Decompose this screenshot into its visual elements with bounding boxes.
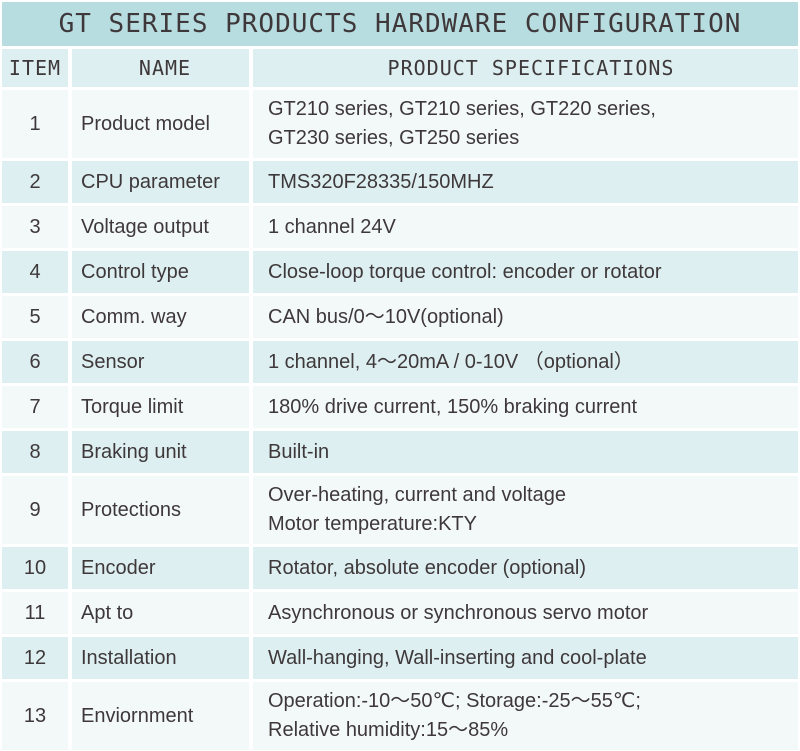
- row-specs: CAN bus/0～10V(optional): [253, 296, 798, 338]
- row-name: Torque limit: [72, 386, 249, 428]
- row-name: Sensor: [72, 341, 249, 383]
- row-specs: 1 channel 24V: [253, 206, 798, 248]
- row-item-number: 7: [2, 386, 68, 428]
- table-row: 11 Apt to Asynchronous or synchronous se…: [2, 592, 798, 634]
- row-name: Comm. way: [72, 296, 249, 338]
- row-name: Protections: [72, 476, 249, 544]
- row-specs: TMS320F28335/150MHZ: [253, 161, 798, 203]
- row-item-number: 3: [2, 206, 68, 248]
- table-row: 8 Braking unit Built-in: [2, 431, 798, 473]
- table-row: 9 Protections Over-heating, current and …: [2, 476, 798, 544]
- table-title: GT SERIES PRODUCTS HARDWARE CONFIGURATIO…: [2, 2, 798, 46]
- row-specs: GT210 series, GT210 series, GT220 series…: [253, 90, 798, 158]
- row-specs: Operation:-10～50℃; Storage:-25～55℃; Rela…: [253, 682, 798, 750]
- row-item-number: 9: [2, 476, 68, 544]
- row-specs: 180% drive current, 150% braking current: [253, 386, 798, 428]
- row-item-number: 13: [2, 682, 68, 750]
- row-name: Encoder: [72, 547, 249, 589]
- row-specs: Asynchronous or synchronous servo motor: [253, 592, 798, 634]
- row-name: Installation: [72, 637, 249, 679]
- row-item-number: 6: [2, 341, 68, 383]
- row-name: Enviornment: [72, 682, 249, 750]
- table-row: 4 Control type Close-loop torque control…: [2, 251, 798, 293]
- table-row: 12 Installation Wall-hanging, Wall-inser…: [2, 637, 798, 679]
- header-row: ITEM NAME PRODUCT SPECIFICATIONS: [2, 49, 798, 87]
- row-specs: 1 channel, 4～20mA / 0-10V （optional）: [253, 341, 798, 383]
- row-item-number: 5: [2, 296, 68, 338]
- table-row: 10 Encoder Rotator, absolute encoder (op…: [2, 547, 798, 589]
- row-specs: Built-in: [253, 431, 798, 473]
- table-row: 2 CPU parameter TMS320F28335/150MHZ: [2, 161, 798, 203]
- column-header-name: NAME: [72, 49, 249, 87]
- table-row: 6 Sensor 1 channel, 4～20mA / 0-10V （opti…: [2, 341, 798, 383]
- row-item-number: 10: [2, 547, 68, 589]
- column-header-specs: PRODUCT SPECIFICATIONS: [253, 49, 798, 87]
- row-name: Apt to: [72, 592, 249, 634]
- row-name: Braking unit: [72, 431, 249, 473]
- row-specs: Wall-hanging, Wall-inserting and cool-pl…: [253, 637, 798, 679]
- row-item-number: 12: [2, 637, 68, 679]
- table-row: 13 Enviornment Operation:-10～50℃; Storag…: [2, 682, 798, 750]
- row-specs: Over-heating, current and voltage Motor …: [253, 476, 798, 544]
- row-item-number: 8: [2, 431, 68, 473]
- table-row: 5 Comm. way CAN bus/0～10V(optional): [2, 296, 798, 338]
- row-item-number: 4: [2, 251, 68, 293]
- column-header-item: ITEM: [2, 49, 68, 87]
- table-row: 1 Product model GT210 series, GT210 seri…: [2, 90, 798, 158]
- row-name: Control type: [72, 251, 249, 293]
- table-row: 7 Torque limit 180% drive current, 150% …: [2, 386, 798, 428]
- row-item-number: 11: [2, 592, 68, 634]
- row-item-number: 2: [2, 161, 68, 203]
- row-specs: Rotator, absolute encoder (optional): [253, 547, 798, 589]
- row-name: Voltage output: [72, 206, 249, 248]
- row-specs: Close-loop torque control: encoder or ro…: [253, 251, 798, 293]
- table-row: 3 Voltage output 1 channel 24V: [2, 206, 798, 248]
- row-name: CPU parameter: [72, 161, 249, 203]
- row-item-number: 1: [2, 90, 68, 158]
- row-name: Product model: [72, 90, 249, 158]
